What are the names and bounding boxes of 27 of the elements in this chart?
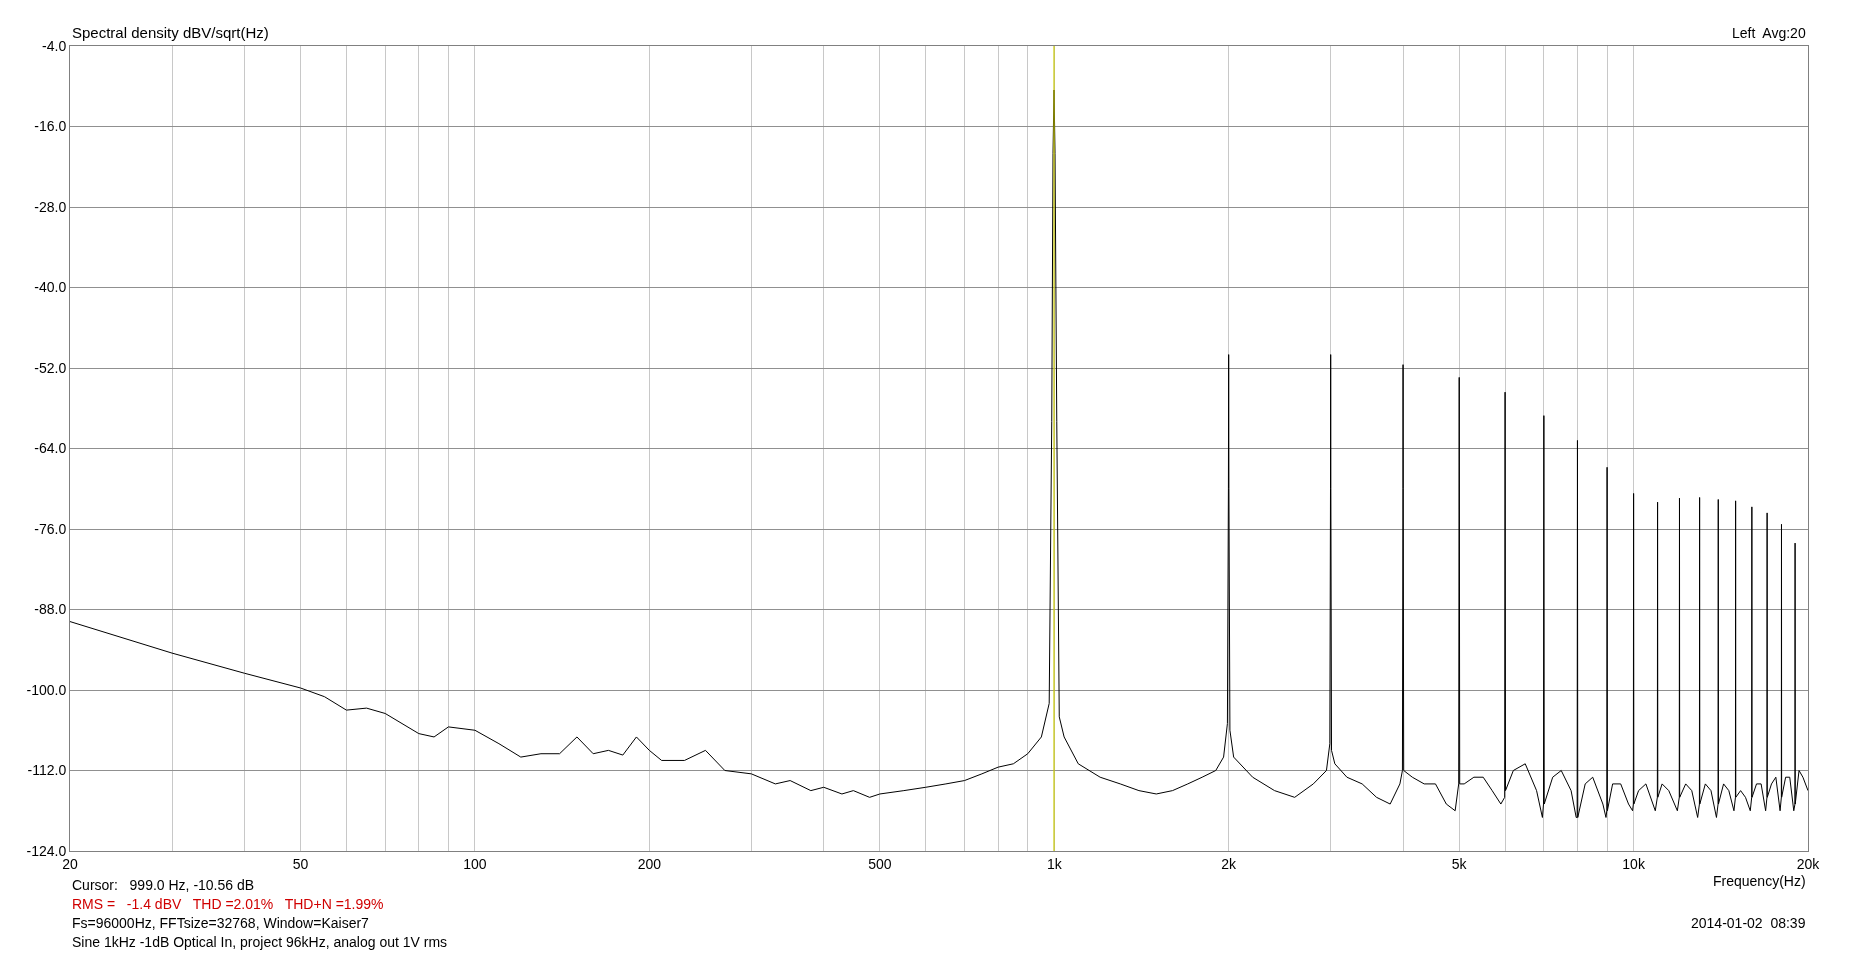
text: 2014-01-02 08:39 [1691,915,1806,931]
text: Cursor: 999.0 Hz, -10.56 dB [72,877,255,893]
x-axis-title: Frequency(Hz) [1713,873,1806,889]
x-tick-label: 2k [1221,855,1238,872]
y-tick-label: -40.0 [34,279,67,296]
y-tick-label: -88.0 [34,601,67,618]
x-tick-label: 1k [1046,855,1063,872]
y-tick-label: -100.0 [26,681,67,698]
y-tick-label: -28.0 [34,198,67,215]
y-tick-label: -76.0 [34,520,67,537]
y-tick-label: -64.0 [34,440,67,457]
x-tick-label: 500 [868,855,892,872]
x-tick-label: 200 [637,855,662,872]
y-tick-label: -112.0 [27,762,67,779]
x-tick-label: 20k [1796,855,1821,872]
y-tick-label: -4.0 [42,37,67,54]
text: Left Avg:20 [1732,25,1806,41]
x-tick-label: 50 [292,855,309,872]
x-tick-label: 100 [463,855,487,872]
y-tick-label: -52.0 [34,359,67,376]
x-tick-label: 5k [1451,855,1468,872]
x-tick-label: 10k [1622,855,1646,872]
text: Sine 1kHz -1dB Optical In, project 96kHz, analog out 1V rms [72,934,448,950]
text: RMS = -1.4 dBV THD =2.01% THD+N =1.99% [72,896,384,912]
text: Fs=96000Hz, FFTsize=32768, Window=Kaiser7 [72,915,370,931]
y-tick-label: -16.0 [34,118,67,135]
y-axis-title: Spectral density dBV/sqrt(Hz) [72,24,269,41]
